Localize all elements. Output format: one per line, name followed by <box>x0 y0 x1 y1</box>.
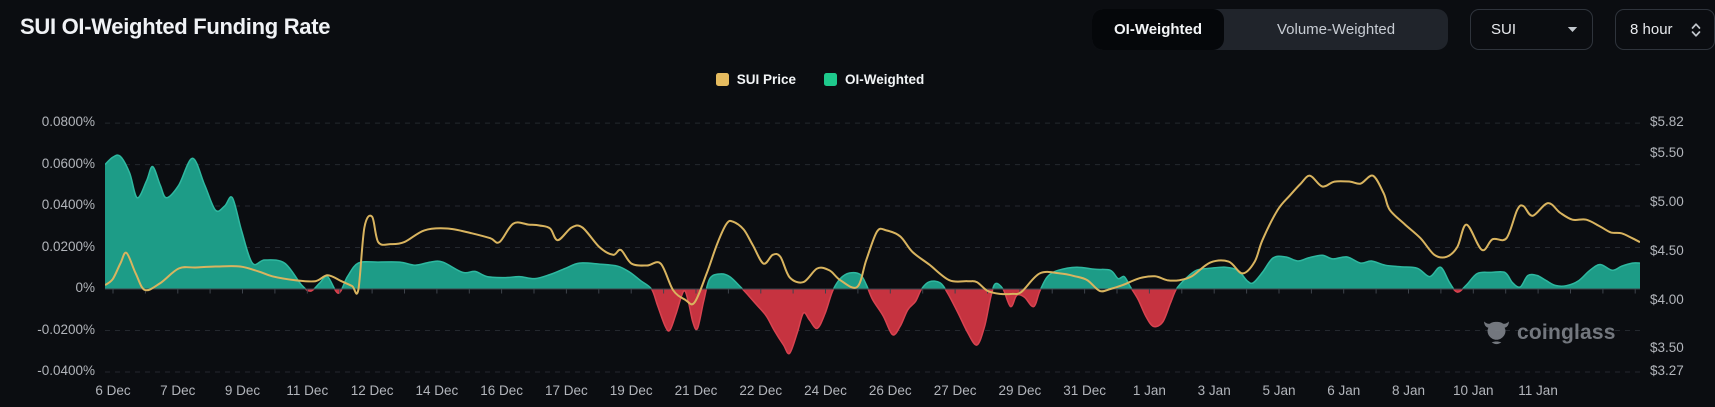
chart-legend: SUI Price OI-Weighted <box>0 72 1640 87</box>
x-axis-tick: 11 Dec <box>286 383 329 398</box>
x-axis-tick: 21 Dec <box>674 383 718 398</box>
x-axis-tick: 17 Dec <box>545 383 588 398</box>
weighting-toggle: OI-Weighted Volume-Weighted <box>1092 9 1448 50</box>
interval-select-value: 8 hour <box>1630 21 1673 38</box>
chevron-up-down-icon <box>1691 22 1701 37</box>
x-axis-tick: 16 Dec <box>480 383 524 398</box>
sui-price-swatch <box>715 73 729 86</box>
toggle-oi-weighted[interactable]: OI-Weighted <box>1092 9 1225 50</box>
left-axis: 0.0800% 0.0600% 0.0400% 0.0200% 0% -0.0200% -0… <box>0 0 95 407</box>
x-axis-tick: 6 Dec <box>95 383 131 398</box>
x-axis-tick: 12 Dec <box>350 383 394 398</box>
right-axis-tick: $3.27 <box>1650 362 1684 378</box>
x-axis-tick: 27 Dec <box>933 383 977 398</box>
x-axis-tick: 26 Dec <box>868 383 912 398</box>
right-axis-tick: $4.50 <box>1650 242 1684 258</box>
right-axis-tick: $5.00 <box>1650 194 1684 210</box>
coinglass-bull-icon <box>1484 321 1509 345</box>
x-axis-tick: 29 Dec <box>998 383 1042 398</box>
right-axis-tick: $3.50 <box>1650 340 1684 356</box>
x-axis-tick: 3 Jan <box>1197 383 1231 398</box>
x-axis-tick: 11 Jan <box>1518 383 1558 398</box>
left-axis-tick: 0.0200% <box>41 238 95 254</box>
left-axis-tick: 0% <box>75 280 95 296</box>
x-axis-tick: 22 Dec <box>739 383 783 398</box>
x-axis-tick: 7 Dec <box>160 383 196 398</box>
left-axis-tick: 0.0800% <box>41 114 95 130</box>
plot-area[interactable] <box>105 104 1640 378</box>
chevron-down-icon <box>1567 27 1578 32</box>
x-axis-tick: 5 Jan <box>1262 383 1296 398</box>
legend-label-sui-price: SUI Price <box>736 72 797 87</box>
right-axis-tick: $5.82 <box>1650 114 1684 130</box>
oi-weighted-swatch <box>824 73 838 86</box>
left-axis-tick: -0.0400% <box>37 362 95 378</box>
right-axis-tick: $4.00 <box>1650 291 1684 307</box>
x-axis-tick: 14 Dec <box>415 383 459 398</box>
x-axis: 6 Dec 7 Dec 9 Dec 11 Dec 12 Dec 14 Dec 16 Dec 1… <box>0 383 1715 403</box>
legend-item-oi-weighted[interactable]: OI-Weighted <box>824 72 924 87</box>
page-title: SUI OI-Weighted Funding Rate <box>20 14 331 39</box>
left-axis-tick: -0.0200% <box>37 321 95 337</box>
x-axis-tick: 9 Dec <box>224 383 261 398</box>
legend-label-oi-weighted: OI-Weighted <box>845 72 925 87</box>
toggle-volume-weighted[interactable]: Volume-Weighted <box>1224 9 1448 50</box>
x-axis-tick: 8 Jan <box>1392 383 1426 398</box>
x-axis-tick: 1 Jan <box>1132 383 1166 398</box>
symbol-select[interactable]: SUI <box>1470 9 1593 50</box>
x-axis-tick: 19 Dec <box>609 383 653 398</box>
symbol-select-value: SUI <box>1491 21 1517 38</box>
right-axis: $5.82 $5.50 $5.00 $4.50 $4.00 $3.50 $3.27 <box>1650 0 1714 407</box>
left-axis-tick: 0.0400% <box>41 197 95 213</box>
x-axis-tick: 10 Jan <box>1453 383 1494 398</box>
coinglass-watermark: coinglass <box>1483 320 1616 345</box>
x-axis-tick: 6 Jan <box>1327 383 1361 398</box>
left-axis-tick: 0.0600% <box>41 155 95 171</box>
x-axis-tick: 24 Dec <box>804 383 847 398</box>
legend-item-sui-price[interactable]: SUI Price <box>715 72 797 87</box>
x-axis-tick: 31 Dec <box>1063 383 1107 398</box>
right-axis-tick: $5.50 <box>1650 145 1684 161</box>
coinglass-watermark-text: coinglass <box>1517 320 1616 344</box>
